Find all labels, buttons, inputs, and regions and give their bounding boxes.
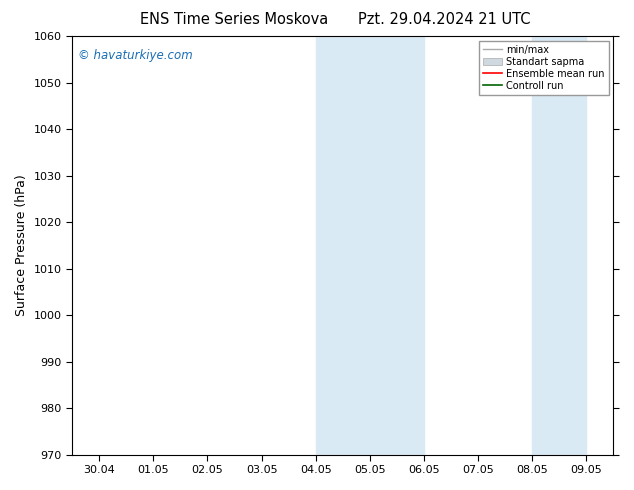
Y-axis label: Surface Pressure (hPa): Surface Pressure (hPa) [15,174,28,316]
Legend: min/max, Standart sapma, Ensemble mean run, Controll run: min/max, Standart sapma, Ensemble mean r… [479,41,609,95]
Bar [316,36,370,455]
Bar [370,36,424,455]
Bar [532,36,586,455]
Text: Pzt. 29.04.2024 21 UTC: Pzt. 29.04.2024 21 UTC [358,12,530,27]
Text: ENS Time Series Moskova: ENS Time Series Moskova [141,12,328,27]
Text: © havaturkiye.com: © havaturkiye.com [77,49,192,62]
